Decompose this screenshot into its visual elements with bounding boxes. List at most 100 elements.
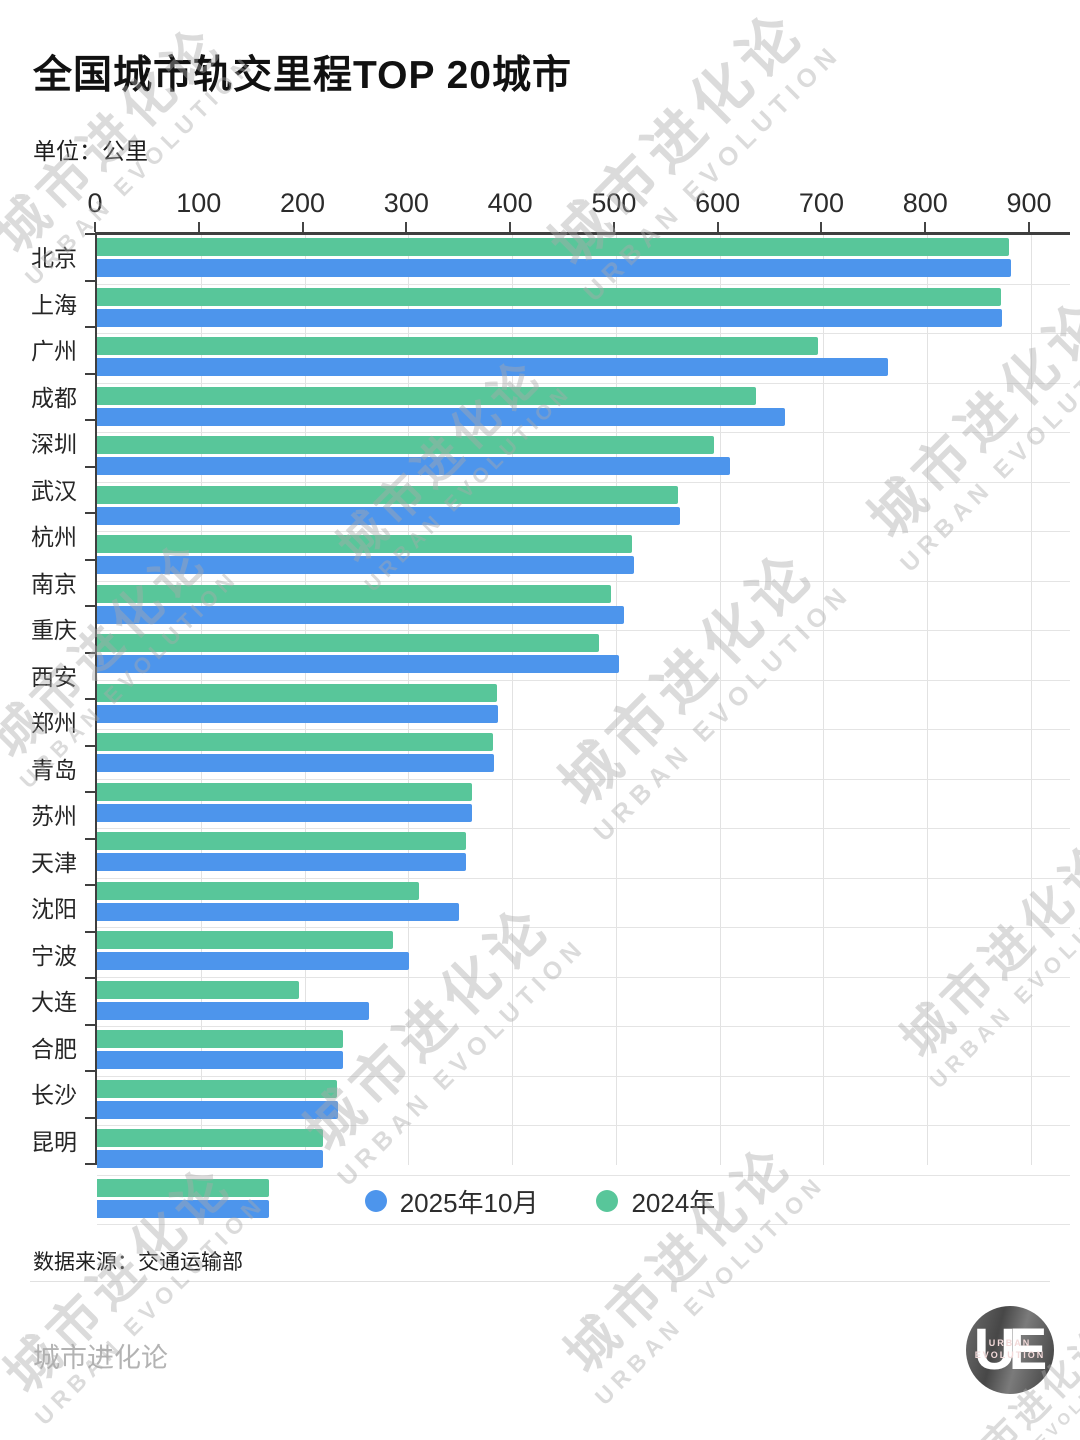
x-tick-label: 400: [487, 188, 533, 218]
y-tick-mark: [85, 791, 95, 793]
logo-subtext: URBAN EVOLUTION: [974, 1338, 1046, 1360]
bar-2024年: [97, 832, 467, 850]
bar-2025年10月: [97, 1051, 343, 1069]
legend-item: 2024年: [596, 1183, 715, 1220]
y-tick-mark: [85, 372, 95, 375]
bar-row: [97, 980, 1070, 1027]
x-tick-label: 0: [87, 188, 103, 218]
x-tick-label: 900: [1006, 188, 1052, 218]
legend-label: 2025年10月: [399, 1187, 539, 1218]
bar-row: [97, 1178, 1070, 1225]
city-label: 北京: [31, 245, 77, 271]
bar-row: [97, 931, 1070, 978]
bar-2025年10月: [97, 358, 888, 376]
x-tick-mark: [820, 222, 823, 232]
y-tick-mark: [85, 1023, 95, 1026]
y-tick-mark: [85, 930, 95, 933]
bar-2025年10月: [97, 754, 495, 772]
city-label: 重庆: [31, 617, 77, 643]
city-label: 长沙: [31, 1082, 77, 1108]
x-tick-label: 600: [695, 188, 741, 218]
y-axis-ticks: [85, 233, 95, 1166]
gridline: [719, 235, 721, 1165]
bar-2025年10月: [97, 605, 625, 624]
logo-letters: UE: [973, 1317, 1048, 1382]
bar-2025年10月: [97, 1001, 369, 1020]
x-tick-mark: [924, 222, 927, 232]
city-label: 成都: [31, 384, 77, 411]
legend-dot: [596, 1190, 619, 1212]
bar-row: [97, 634, 1070, 681]
y-axis-line: [95, 232, 97, 1165]
gridline: [512, 235, 514, 1165]
x-axis: 0 100 200 300 400 500 600 700 800 900: [87, 188, 1070, 234]
bar-2024年: [97, 584, 611, 603]
bar-2024年: [97, 931, 393, 949]
x-tick-mark: [94, 222, 96, 232]
bar-2024年: [97, 733, 494, 751]
y-tick-mark: [85, 465, 95, 468]
city-label: 大连: [31, 989, 77, 1015]
bar-2024年: [97, 980, 300, 999]
bar-row: [97, 436, 1070, 483]
bar-2025年10月: [97, 1150, 324, 1168]
bar-row: [97, 584, 1070, 631]
x-tick-label: 300: [383, 188, 429, 218]
x-tick-label: 200: [280, 188, 326, 218]
x-tick-mark: [509, 222, 512, 232]
bar-row: [97, 485, 1070, 532]
bar-2025年10月: [97, 457, 731, 475]
bar-2025年10月: [97, 1100, 338, 1119]
bar-2024年: [97, 782, 472, 801]
bar-2024年: [97, 436, 715, 454]
bar-row: [97, 683, 1070, 730]
bar-row: [97, 535, 1070, 582]
bar-2024年: [97, 386, 756, 405]
bar-2024年: [97, 238, 1010, 256]
y-tick-mark: [85, 279, 95, 282]
city-label: 天津: [31, 849, 77, 876]
bar-row: [97, 386, 1070, 433]
bar-2025年10月: [97, 902, 460, 921]
y-tick-mark: [85, 326, 95, 328]
city-label: 武汉: [31, 477, 77, 504]
y-tick-mark: [85, 977, 95, 979]
x-tick-label: 800: [902, 188, 948, 218]
y-tick-mark: [85, 744, 95, 747]
y-tick-mark: [85, 1070, 95, 1072]
city-label: 上海: [31, 291, 77, 318]
x-tick-label: 700: [798, 188, 844, 218]
city-label: 合肥: [31, 1035, 77, 1062]
city-label: 杭州: [31, 524, 77, 550]
bar-2024年: [97, 535, 633, 553]
bar-row: [97, 733, 1070, 780]
y-tick-mark: [85, 605, 95, 607]
bar-2024年: [97, 1129, 324, 1147]
brand-name: 城市进化论: [33, 1343, 168, 1373]
legend-item: 2025年10月: [364, 1183, 539, 1220]
bar-2024年: [97, 337, 819, 355]
bar-row: [97, 238, 1070, 285]
gridline: [1031, 235, 1032, 1165]
bar-2025年10月: [97, 556, 634, 574]
ue-logo: UE URBAN EVOLUTION: [966, 1306, 1054, 1394]
bar-2025年10月: [97, 655, 619, 673]
x-tick-mark: [1028, 222, 1030, 232]
bar-2024年: [97, 634, 600, 652]
city-label: 青岛: [31, 756, 77, 783]
bar-2024年: [97, 287, 1001, 306]
legend-label: 2024年: [631, 1187, 716, 1218]
y-tick-mark: [85, 1116, 95, 1119]
y-tick-mark: [85, 558, 95, 561]
bar-2025年10月: [97, 952, 410, 970]
bar-row: [97, 337, 1070, 384]
x-axis-line: [95, 232, 1070, 235]
x-tick-mark: [405, 222, 408, 232]
bar-2024年: [97, 881, 419, 900]
city-label: 宁波: [31, 942, 77, 969]
x-tick-label: 500: [591, 188, 637, 218]
y-axis-labels: 北京 上海 广州 成都 深圳 武汉 杭州 南京 重庆 西安 郑州 青岛 苏州 天津 沈阳 宁波 大连 合肥 长沙 昆明: [0, 235, 85, 1165]
bar-2025年10月: [97, 853, 467, 871]
bar-2025年10月: [97, 259, 1012, 277]
y-tick-mark: [85, 419, 95, 421]
